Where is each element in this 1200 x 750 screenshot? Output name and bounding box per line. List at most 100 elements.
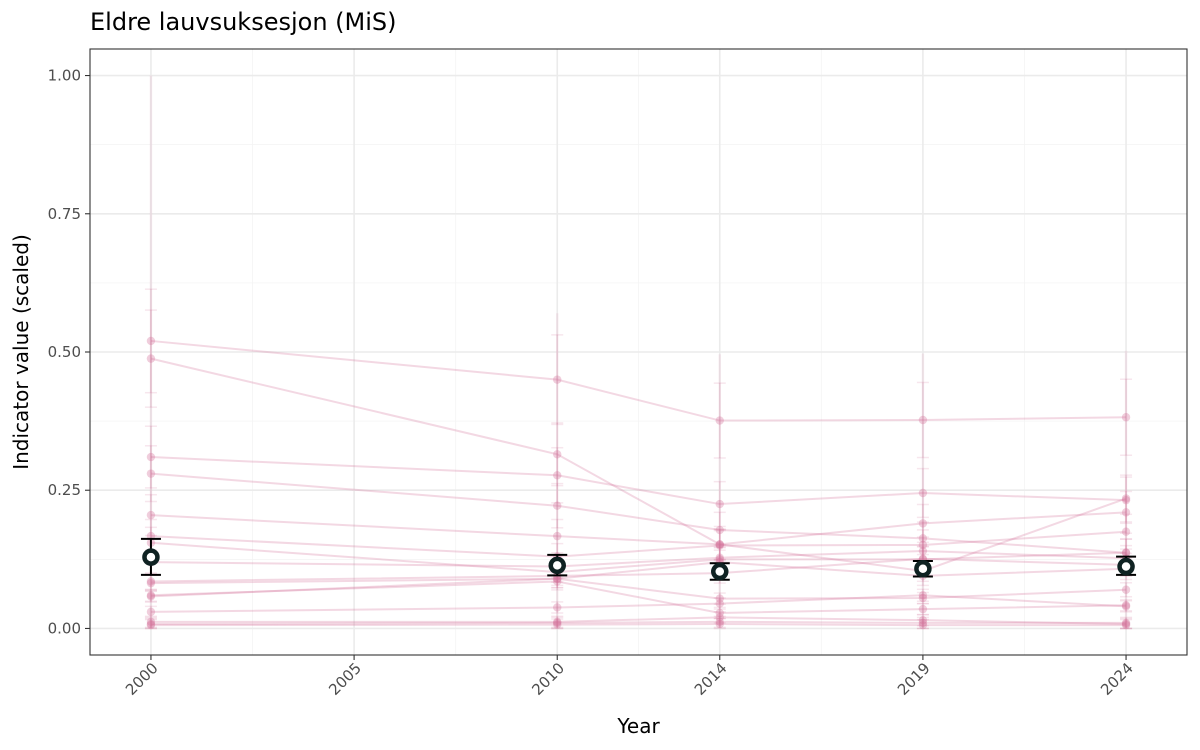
- y-tick-label: 0.25: [48, 481, 81, 499]
- series-point: [715, 540, 724, 549]
- x-tick-label: 2014: [691, 659, 731, 699]
- series-line: [150, 472, 1127, 554]
- series-point: [553, 603, 562, 612]
- series-point: [918, 593, 928, 603]
- y-tick-label: 0.75: [48, 205, 81, 223]
- series-point: [918, 519, 928, 528]
- series-point: [918, 534, 928, 543]
- series-point: [715, 499, 724, 509]
- series-point: [146, 510, 156, 520]
- series-14: [144, 611, 1133, 630]
- series-13: [144, 588, 1133, 619]
- series-1: [144, 288, 1133, 459]
- series-point: [146, 620, 156, 630]
- series-point: [1121, 602, 1131, 611]
- series-point: [146, 607, 156, 617]
- summary-point: [548, 556, 566, 575]
- y-tick-label: 0.50: [48, 343, 81, 361]
- series-15: [144, 615, 1133, 630]
- series-point: [553, 501, 562, 510]
- series-point: [146, 578, 156, 588]
- summary-point: [914, 559, 932, 578]
- series-point: [715, 525, 724, 535]
- series-2: [144, 309, 1133, 583]
- series-point: [1121, 619, 1131, 629]
- series-point: [918, 415, 928, 425]
- summary-layer: [140, 537, 1137, 581]
- x-tick-label: 2024: [1097, 659, 1137, 699]
- series-point: [1121, 618, 1131, 628]
- summary-point: [142, 548, 160, 566]
- series-point: [553, 574, 562, 583]
- y-axis: 0.00 0.25 0.50 0.75 1.00: [48, 67, 90, 637]
- series-point: [715, 540, 724, 549]
- series-line: [150, 550, 1127, 568]
- series-point: [715, 553, 724, 562]
- series-point: [553, 471, 562, 480]
- y-axis-title: Indicator value (scaled): [9, 234, 33, 470]
- series-line: [150, 357, 1127, 572]
- series-point: [715, 613, 724, 622]
- series-point: [715, 608, 724, 618]
- y-tick-label: 0.00: [48, 619, 81, 637]
- series-line: [150, 456, 1127, 506]
- series-line: [150, 623, 1127, 627]
- series-point: [715, 555, 724, 564]
- series-point: [1121, 548, 1131, 557]
- series-point: [146, 619, 156, 629]
- summary-point: [1117, 557, 1135, 576]
- series-point: [146, 577, 156, 586]
- series-point: [553, 574, 562, 583]
- series-line: [150, 541, 1127, 574]
- x-axis-title: Year: [616, 714, 660, 738]
- series-point: [715, 541, 724, 550]
- series-point: [1121, 413, 1131, 422]
- series-point: [1121, 495, 1131, 505]
- series-point: [1121, 494, 1131, 503]
- series-point: [146, 354, 156, 363]
- y-tick-label: 1.00: [48, 67, 81, 85]
- series-point: [553, 577, 562, 586]
- series-point: [918, 540, 928, 550]
- series-line: [150, 339, 1127, 422]
- series-point: [918, 620, 928, 630]
- series-line: [150, 530, 1127, 558]
- series-point: [146, 469, 156, 478]
- series-line: [150, 580, 1127, 614]
- summary-point: [711, 562, 729, 581]
- series-line: [150, 511, 1127, 546]
- series-point: [146, 452, 156, 462]
- series-point: [1121, 585, 1131, 594]
- series-point: [1121, 527, 1131, 536]
- series-point: [553, 531, 562, 541]
- series-point: [1121, 548, 1131, 557]
- series-point: [918, 618, 928, 628]
- series-point: [146, 336, 156, 346]
- series-point: [715, 599, 724, 608]
- series-3: [144, 425, 1133, 528]
- series-point: [715, 416, 724, 425]
- x-axis: 2000 2005 2010 2014 2019 2024: [122, 655, 1137, 699]
- series-point: [918, 546, 928, 556]
- summary-2010: [547, 553, 568, 577]
- summary-2000: [140, 537, 161, 576]
- series-point: [715, 594, 724, 603]
- series-point: [1121, 601, 1131, 610]
- series-point: [1121, 620, 1131, 630]
- summary-2014: [709, 562, 730, 581]
- series-line: [150, 561, 1127, 598]
- major-gridlines: [90, 49, 1187, 655]
- series-point: [146, 617, 156, 627]
- chart-title: Eldre lauvsuksesjon (MiS): [90, 8, 397, 36]
- series-line: [150, 616, 1127, 626]
- x-tick-label: 2000: [122, 659, 162, 699]
- series-point: [1121, 508, 1131, 517]
- series-point: [553, 617, 562, 627]
- series-point: [918, 591, 928, 600]
- series-point: [715, 619, 724, 629]
- summary-2019: [912, 559, 933, 578]
- series-point: [918, 604, 928, 614]
- series-16: [144, 617, 1133, 630]
- series-point: [553, 620, 562, 629]
